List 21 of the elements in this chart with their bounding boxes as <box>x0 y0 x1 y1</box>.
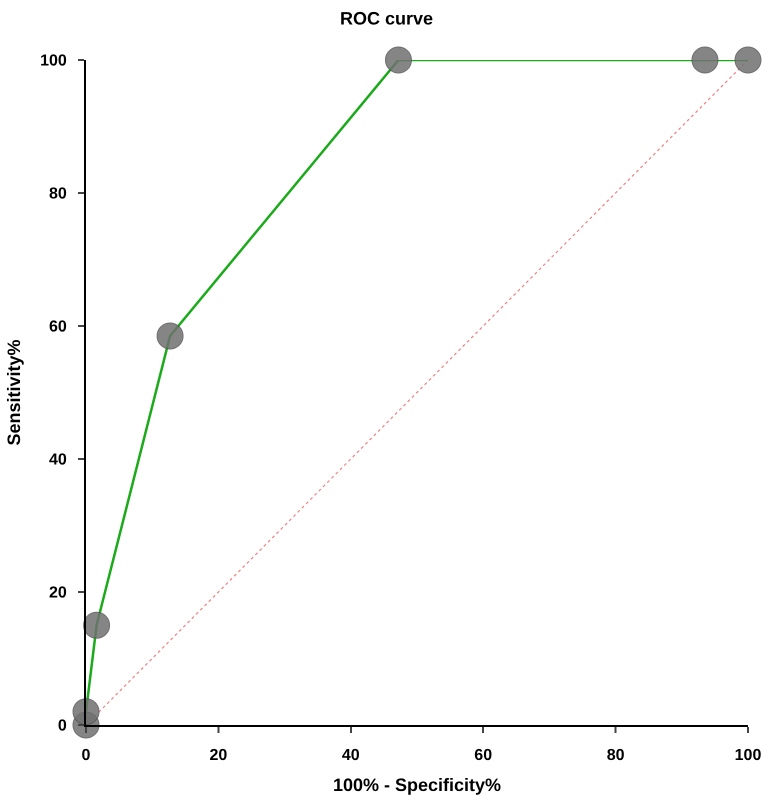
x-tick-label: 60 <box>474 747 492 764</box>
chart-title: ROC curve <box>340 8 434 29</box>
y-tick-label: 40 <box>49 452 67 469</box>
y-tick-label: 60 <box>49 318 67 336</box>
x-tick-label: 0 <box>82 747 91 764</box>
x-tick-label: 20 <box>210 747 228 764</box>
point <box>734 46 762 74</box>
y-tick-label: 0 <box>58 718 67 735</box>
x-tick-label: 40 <box>342 747 360 764</box>
point <box>691 46 718 74</box>
y-tick-label: 20 <box>49 584 67 602</box>
y-axis-title: Sensitivity% <box>4 339 24 446</box>
y-tick-label: 100 <box>40 52 67 70</box>
point <box>72 698 100 726</box>
x-tick-label: 100 <box>734 747 762 764</box>
x-axis-title: 100% - Specificity% <box>332 774 502 795</box>
x-tick-label: 80 <box>606 747 625 764</box>
point <box>384 46 412 74</box>
y-tick-label: 80 <box>49 186 67 203</box>
point <box>83 612 110 639</box>
point <box>156 322 184 350</box>
